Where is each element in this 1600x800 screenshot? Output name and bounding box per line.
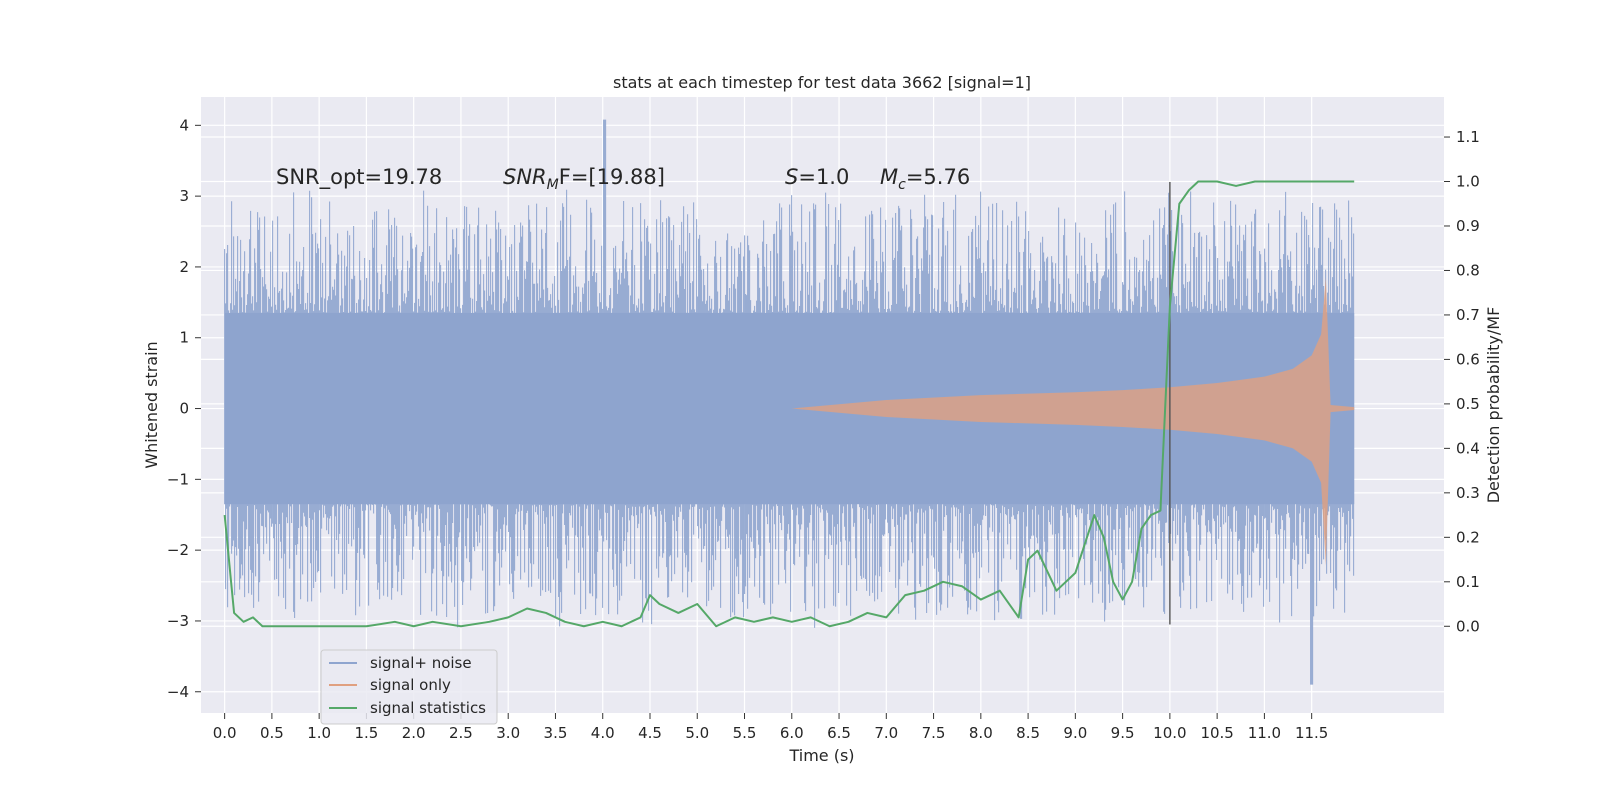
legend-label-signal-only: signal only	[370, 676, 451, 694]
annotation-mc: Mc=5.76	[880, 165, 970, 193]
legend-box	[320, 649, 498, 725]
x-tick-label: 5.5	[733, 724, 757, 742]
signal-envelope	[791, 277, 1355, 566]
y2-tick-label: 0.9	[1456, 217, 1480, 235]
legend-label-signal-statistics: signal statistics	[370, 699, 486, 717]
annotation-snr-mf-label: SNR	[503, 165, 547, 189]
x-tick-label: 7.5	[922, 724, 946, 742]
y2-tick-label: 0.0	[1456, 617, 1480, 635]
y2-tick-label: 1.0	[1456, 173, 1480, 191]
x-tick-label: 9.5	[1111, 724, 1135, 742]
x-axis-ticks: 0.0 0.5 1.0 1.5 2.0 2.5 3.0 3.5 4.0 4.5 5.0 5.5 6.0 6…	[213, 713, 1328, 742]
x-tick-label: 3.5	[544, 724, 568, 742]
y2-tick-label: 0.8	[1456, 261, 1480, 279]
x-tick-label: 10.0	[1153, 724, 1186, 742]
x-tick-label: 0.0	[213, 724, 237, 742]
x-tick-label: 11.5	[1295, 724, 1328, 742]
x-tick-label: 8.5	[1016, 724, 1040, 742]
y-axis-label: Whitened strain	[142, 341, 161, 468]
statistics-line	[223, 180, 1355, 628]
series-signal-only	[791, 277, 1355, 566]
annotation-mc-label: M	[880, 165, 898, 189]
x-tick-label: 4.0	[591, 724, 615, 742]
y-tick-label: 4	[179, 116, 189, 134]
legend: signal+ noise signal only signal statist…	[320, 649, 498, 725]
y-tick-label: 2	[179, 258, 189, 276]
annotation-snr-mf-rest: F=[19.88]	[559, 165, 665, 189]
y2-tick-label: 0.5	[1456, 395, 1480, 413]
annotation-mc-rest: =5.76	[906, 165, 970, 189]
annotation-s-label: S	[785, 165, 798, 189]
y-tick-label: 3	[179, 187, 189, 205]
annotation-s: S=1.0	[785, 165, 849, 189]
y2-tick-label: 0.7	[1456, 306, 1480, 324]
y-tick-label: 0	[179, 400, 189, 418]
y2-tick-label: 0.2	[1456, 528, 1480, 546]
y2-axis-label: Detection probability/MF	[1484, 307, 1503, 504]
x-tick-label: 0.5	[260, 724, 284, 742]
x-tick-label: 3.0	[496, 724, 520, 742]
annotation-snr-mf-sub: M	[547, 177, 559, 193]
x-tick-label: 1.0	[307, 724, 331, 742]
y2-tick-label: 1.1	[1456, 128, 1480, 146]
x-tick-label: 10.5	[1200, 724, 1233, 742]
y2-axis-ticks: 1.1 1.0 0.9 0.8 0.7 0.6 0.5 0.4 0.3 0.2 0.1 0.0	[1444, 128, 1480, 635]
x-tick-label: 9.0	[1063, 724, 1087, 742]
annotation-snr-opt: SNR_opt=19.78	[276, 165, 442, 190]
x-tick-label: 8.0	[969, 724, 993, 742]
x-tick-label: 2.0	[402, 724, 426, 742]
x-tick-label: 6.0	[780, 724, 804, 742]
annotation-mc-sub: c	[898, 177, 906, 193]
chart-title: stats at each timestep for test data 366…	[613, 73, 1031, 92]
x-tick-label: 6.5	[827, 724, 851, 742]
y-axis-ticks: 4 3 2 1 0 −1 −2 −3 −4	[167, 116, 201, 701]
x-tick-label: 2.5	[449, 724, 473, 742]
x-tick-label: 5.0	[685, 724, 709, 742]
x-tick-label: 11.0	[1248, 724, 1281, 742]
series-signal-statistics	[223, 180, 1355, 628]
x-tick-label: 4.5	[638, 724, 662, 742]
y2-tick-label: 0.1	[1456, 573, 1480, 591]
annotation-snr-mf: SNRMF=[19.88]	[503, 165, 665, 193]
y2-tick-label: 0.6	[1456, 350, 1480, 368]
y2-tick-label: 0.4	[1456, 439, 1480, 457]
y-tick-label: −3	[167, 612, 189, 630]
y2-tick-label: 0.3	[1456, 484, 1480, 502]
x-tick-label: 1.5	[354, 724, 378, 742]
x-tick-label: 7.0	[874, 724, 898, 742]
y-tick-label: −1	[167, 470, 189, 488]
y-tick-label: 1	[179, 329, 189, 347]
legend-label-signal-noise: signal+ noise	[370, 654, 472, 672]
x-axis-label: Time (s)	[788, 746, 854, 765]
y-tick-label: −2	[167, 541, 189, 559]
annotation-s-rest: =1.0	[798, 165, 849, 189]
y-tick-label: −4	[167, 683, 189, 701]
